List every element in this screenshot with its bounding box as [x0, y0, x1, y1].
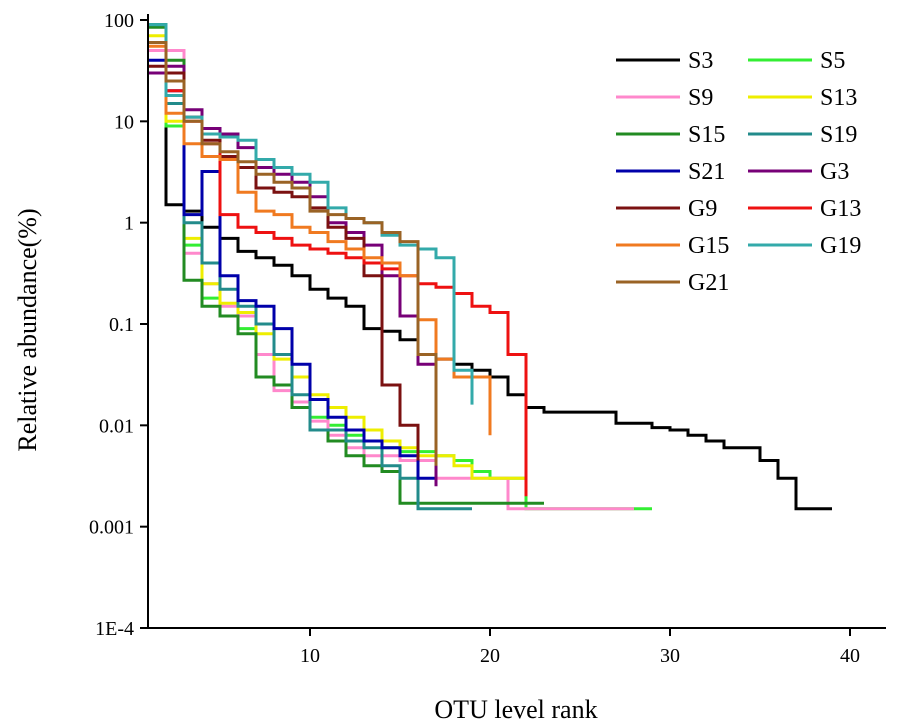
series-line-g21: [148, 41, 438, 466]
y-tick-label: 0.001: [89, 517, 134, 539]
y-tick-label: 0.01: [99, 415, 134, 437]
legend-label-g3: G3: [820, 159, 849, 185]
x-axis-title: OTU level rank: [434, 695, 597, 724]
legend-label-g19: G19: [820, 233, 861, 259]
legend-label-g13: G13: [820, 196, 861, 222]
plot-lines: [148, 23, 832, 511]
legend-label-s19: S19: [820, 122, 857, 148]
legend-label-s21: S21: [688, 159, 725, 185]
legend-label-s3: S3: [688, 48, 713, 74]
y-tick-label: 10: [114, 111, 134, 133]
legend-label-g21: G21: [688, 270, 729, 296]
legend-label-s9: S9: [688, 85, 713, 111]
series-line-g13: [148, 41, 528, 497]
y-tick-label: 1: [124, 213, 134, 235]
x-tick-label: 10: [300, 645, 320, 667]
legend-label-g15: G15: [688, 233, 729, 259]
y-tick-label: 100: [104, 10, 134, 32]
legend-label-s13: S13: [820, 85, 857, 111]
series-line-s21: [148, 58, 436, 480]
series-line-s3: [148, 23, 832, 511]
y-tick-label: 0.1: [109, 314, 134, 336]
y-axis-title: Relative abundance(%): [13, 208, 42, 451]
x-tick-label: 40: [840, 645, 860, 667]
legend-label-s5: S5: [820, 48, 845, 74]
legend: S3 S5 S9 S13 S15 S19 S21 G3 G9 G13 G15 G19 G21: [616, 48, 861, 296]
series-line-s13: [148, 34, 526, 480]
legend-label-g9: G9: [688, 196, 717, 222]
x-tick-label: 20: [480, 645, 500, 667]
series-line-s19: [148, 23, 472, 511]
series-line-g15: [148, 44, 492, 436]
ticks: 10 20 30 40 100 10 1 0.1 0.01 0.001 1E-4: [89, 10, 860, 667]
x-tick-label: 30: [660, 645, 680, 667]
legend-label-s15: S15: [688, 122, 725, 148]
y-tick-label: 1E-4: [95, 618, 134, 640]
axes: [147, 14, 886, 629]
